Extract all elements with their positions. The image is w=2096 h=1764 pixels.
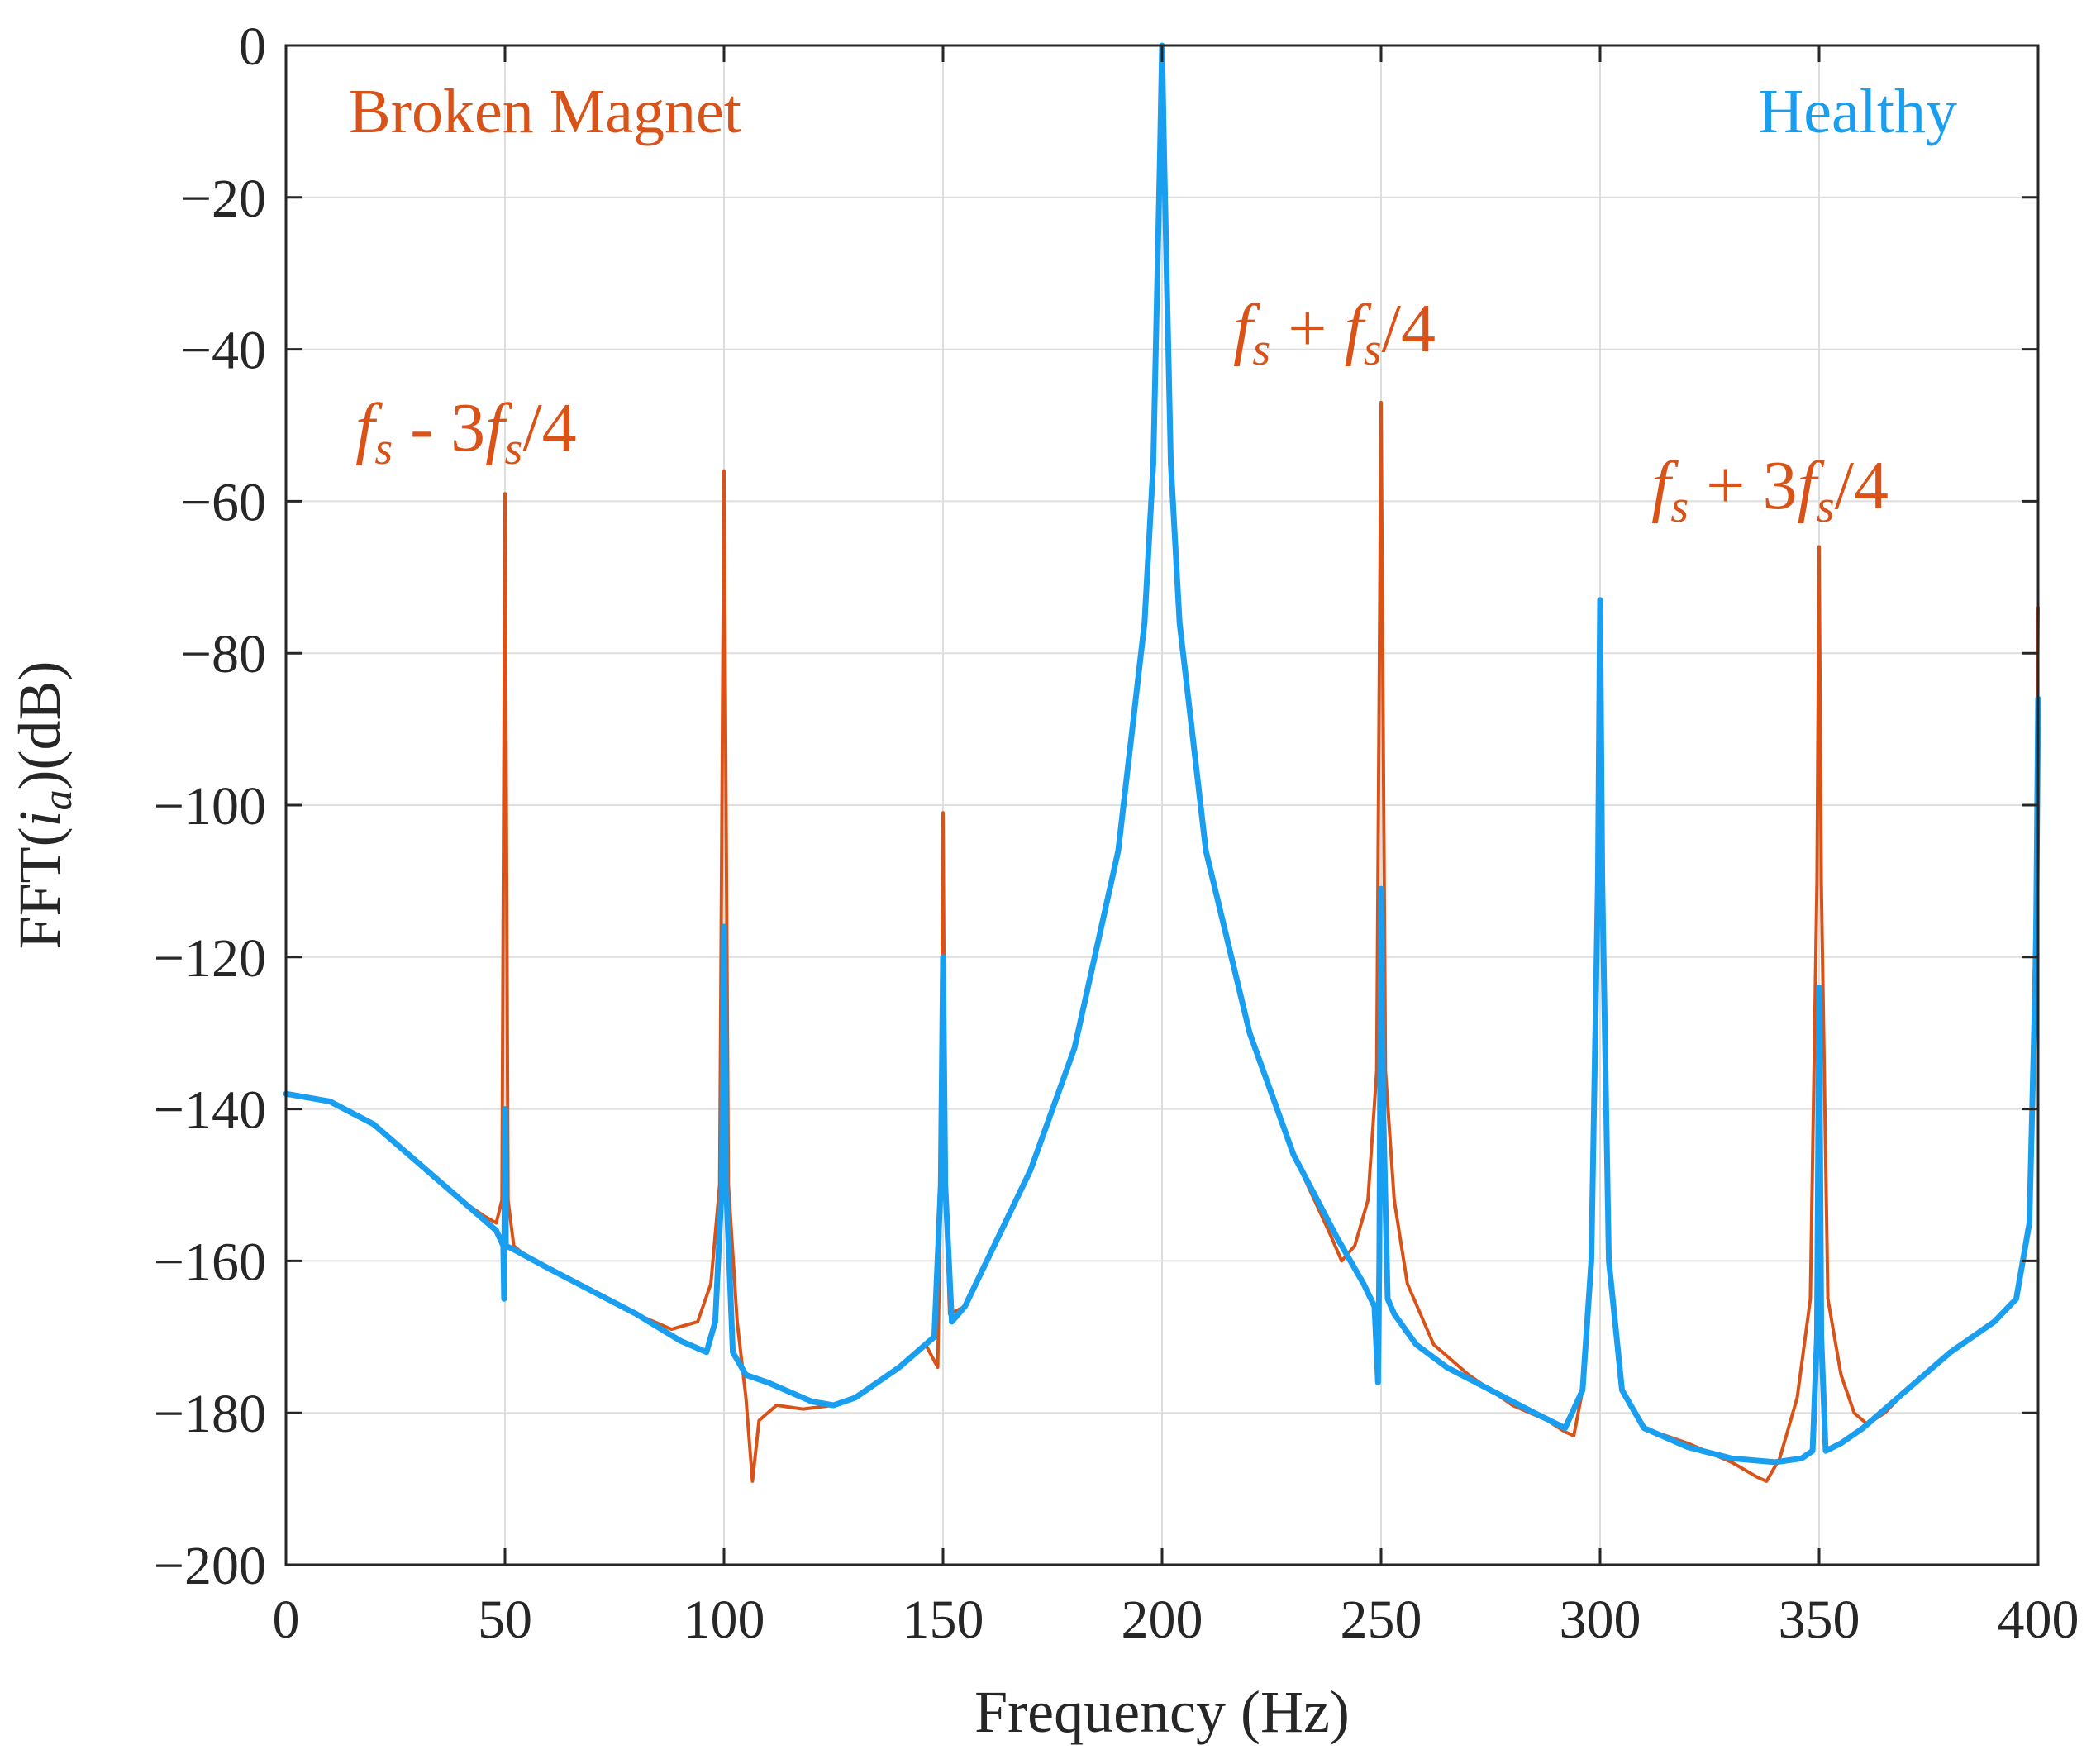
y-axis-label-var: i — [7, 810, 73, 827]
y-axis-label: FFT(ia)(dB) — [7, 660, 80, 949]
y-tick-label: −20 — [181, 169, 266, 229]
y-axis-label-sub: a — [34, 789, 80, 810]
annotation-text: + 3 — [1689, 447, 1797, 524]
y-tick-label: −80 — [181, 624, 266, 684]
series-line-healthy — [283, 42, 2041, 1466]
legend-broken-magnet: Broken Magnet — [349, 77, 741, 146]
y-tick-label: −180 — [154, 1384, 266, 1444]
annotation-sub-s: s — [504, 423, 522, 474]
x-tick-label: 350 — [1779, 1590, 1860, 1650]
annotation-text: + — [1270, 290, 1344, 367]
annotation-sub-s: s — [374, 423, 393, 474]
annotation-fs-plus-fs-4: fs + fs/4 — [1233, 290, 1436, 375]
axes — [284, 44, 2040, 1566]
annotation-text: /4 — [1835, 447, 1889, 524]
x-tick-label: 300 — [1560, 1590, 1641, 1650]
y-tick-label: −100 — [154, 776, 266, 837]
y-tick-label: −60 — [181, 472, 266, 532]
annotation-text: /4 — [522, 389, 576, 466]
series-group — [283, 42, 2041, 1483]
x-axis-label: Frequency (Hz) — [974, 1679, 1350, 1745]
annotation-text: /4 — [1382, 290, 1436, 367]
y-tick-label: −200 — [154, 1536, 266, 1596]
grid — [285, 45, 2039, 1566]
y-axis-label-prefix: FFT( — [7, 827, 73, 949]
legend-healthy: Healthy — [1758, 77, 1957, 146]
x-tick-labels: 0 50 100 150 200 250 300 350 400 — [273, 1590, 2079, 1650]
y-tick-label: −120 — [154, 928, 266, 989]
y-tick-label: 0 — [239, 17, 266, 77]
annotation-sub-s: s — [1252, 324, 1270, 375]
x-tick-label: 0 — [273, 1590, 300, 1650]
x-tick-label: 200 — [1122, 1590, 1203, 1650]
annotation-fs-plus-3fs-4: fs + 3fs/4 — [1651, 447, 1889, 532]
x-tick-label: 250 — [1341, 1590, 1422, 1650]
x-tick-label: 400 — [1998, 1590, 2079, 1650]
y-axis-label-suffix: )(dB) — [7, 660, 73, 789]
x-tick-label: 100 — [684, 1590, 765, 1650]
annotation-sub-s: s — [1670, 481, 1689, 532]
annotation-sub-s: s — [1817, 481, 1835, 532]
y-tick-labels: 0 −20 −40 −60 −80 −100 −120 −140 −160 −180 −200 — [154, 17, 266, 1596]
annotation-sub-s: s — [1364, 324, 1382, 375]
y-tick-label: −160 — [154, 1232, 266, 1292]
x-tick-label: 50 — [478, 1590, 532, 1650]
annotation-text: - 3 — [393, 389, 485, 466]
y-tick-label: −40 — [181, 321, 266, 381]
annotation-fs-minus-3fs-4: fs - 3fs/4 — [355, 389, 577, 474]
x-tick-label: 150 — [903, 1590, 984, 1650]
y-tick-label: −140 — [154, 1080, 266, 1141]
